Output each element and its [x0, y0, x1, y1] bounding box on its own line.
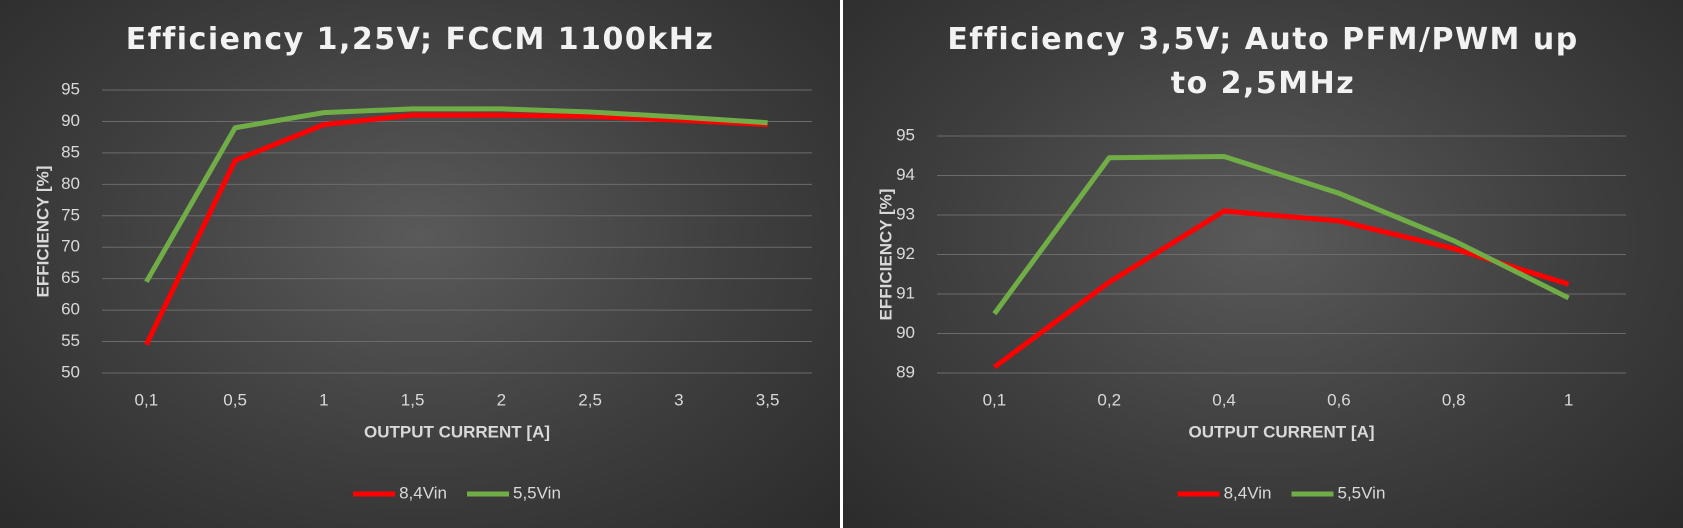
legend-label: 5,5Vin: [1338, 483, 1386, 502]
y-tick-label: 80: [61, 174, 80, 193]
x-tick-label: 3: [674, 390, 683, 409]
y-axis-title: EFFICIENCY [%]: [33, 166, 52, 298]
y-tick-label: 90: [896, 323, 915, 342]
x-tick-label: 1: [319, 390, 328, 409]
y-tick-label: 89: [896, 362, 915, 381]
y-tick-label: 50: [61, 362, 80, 381]
x-tick-label: 0,4: [1212, 390, 1236, 409]
y-tick-label: 90: [61, 111, 80, 130]
chart-panel: Efficiency 3,5V; Auto PFM/PWM up to 2,5M…: [843, 0, 1683, 528]
chart: 50 55 60 65 70 75 80 85 90 95 0,1 0,5 1 1,5 2 2,5 3 3,5 OU…: [33, 79, 812, 502]
x-axis-title: OUTPUT CURRENT [A]: [1188, 422, 1374, 441]
y-tick-label: 93: [896, 204, 915, 223]
data-line: [144, 112, 768, 346]
x-tick-label: 1,5: [401, 390, 425, 409]
x-tick-label: 0,5: [223, 390, 247, 409]
y-tick-label: 92: [896, 244, 915, 263]
chart: 89 90 91 92 93 94 95 0,1 0,2 0,4 0,6 0,8 1 OUTPUT CUR…: [876, 125, 1626, 502]
y-axis-title: EFFICIENCY [%]: [876, 189, 895, 321]
data-line: [144, 106, 768, 284]
x-tick-label: 1: [1564, 390, 1573, 409]
y-tick-label: 65: [61, 268, 80, 287]
x-axis-title: OUTPUT CURRENT [A]: [364, 422, 550, 441]
y-tick-label: 70: [61, 237, 80, 256]
x-tick-label: 3,5: [756, 390, 780, 409]
x-tick-label: 0,1: [135, 390, 159, 409]
y-tick-label: 55: [61, 331, 80, 350]
x-tick-label: 0,6: [1327, 390, 1351, 409]
legend-label: 8,4Vin: [1224, 483, 1272, 502]
x-tick-label: 0,8: [1442, 390, 1466, 409]
x-tick-label: 2: [497, 390, 506, 409]
y-tick-label: 85: [61, 142, 80, 161]
y-tick-label: 95: [896, 125, 915, 144]
chart-title: Efficiency 3,5V; Auto PFM/PWM up to 2,5M…: [947, 22, 1579, 101]
legend-label: 8,4Vin: [399, 483, 447, 502]
x-tick-label: 0,2: [1097, 390, 1121, 409]
y-tick-label: 60: [61, 300, 80, 319]
data-line: [992, 154, 1570, 316]
data-line: [992, 208, 1570, 370]
y-tick-label: 95: [61, 79, 80, 98]
legend-label: 5,5Vin: [513, 483, 561, 502]
x-tick-label: 0,1: [983, 390, 1007, 409]
y-tick-label: 91: [896, 283, 915, 302]
chart-panel: Efficiency 1,25V; FCCM 1100kHz 50 55 60 65 7…: [0, 0, 840, 528]
chart-title: Efficiency 1,25V; FCCM 1100kHz: [125, 22, 715, 57]
y-tick-label: 75: [61, 205, 80, 224]
x-tick-label: 2,5: [578, 390, 602, 409]
y-tick-label: 94: [896, 165, 915, 184]
